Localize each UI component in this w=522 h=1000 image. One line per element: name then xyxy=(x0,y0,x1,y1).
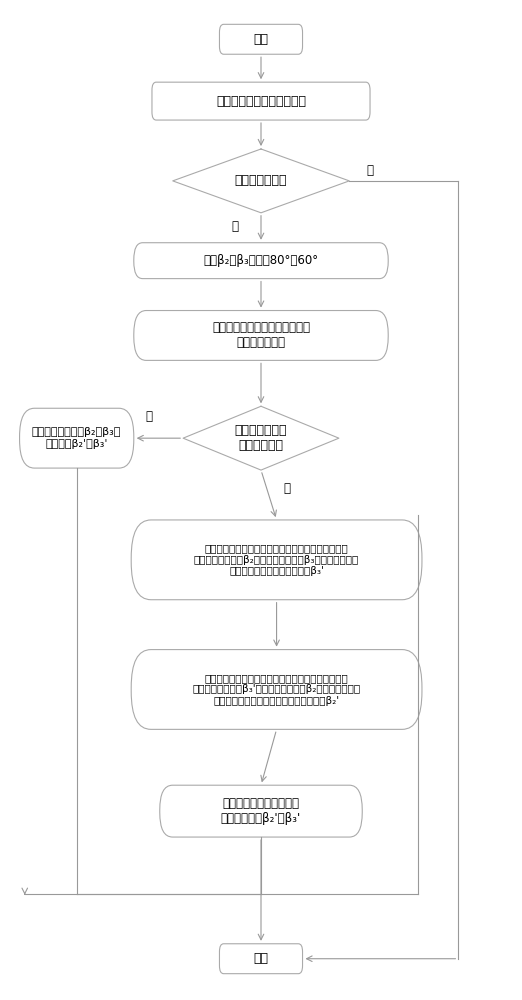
Polygon shape xyxy=(173,149,349,213)
FancyBboxPatch shape xyxy=(134,243,388,279)
FancyBboxPatch shape xyxy=(134,311,388,360)
Text: 增加充磁角并得到整个电机的转
矩脉动统计结果: 增加充磁角并得到整个电机的转 矩脉动统计结果 xyxy=(212,321,310,349)
Polygon shape xyxy=(183,406,339,470)
Text: 以转矩脉动最低值处的充磁角为基准，按照转矩脉动
变化的趋势，保持β₃'不变，增加或减少β₂，找到此时整个
电机转矩脉动最小时的充磁角时的充磁角β₂': 以转矩脉动最低值处的充磁角为基准，按照转矩脉动 变化的趋势，保持β₃'不变，增加… xyxy=(193,673,361,706)
Text: 内外电机转矩谐波幅值获取: 内外电机转矩谐波幅值获取 xyxy=(216,95,306,108)
Text: 是: 是 xyxy=(232,220,239,233)
Text: 找到最优充磁角度β₂与β₃并
分别记为β₂'，β₃': 找到最优充磁角度β₂与β₃并 分别记为β₂'，β₃' xyxy=(32,427,121,449)
Text: 符合幅值条件？: 符合幅值条件？ xyxy=(235,174,287,187)
Text: 以转矩脉动最低值处的充磁角为基准，按照转矩脉动
变化的趋势，保持β₂不变，增加或减少β₃，找到此时整个
电机转矩脉动最小时的充磁角β₃': 以转矩脉动最低值处的充磁角为基准，按照转矩脉动 变化的趋势，保持β₂不变，增加或… xyxy=(194,543,359,576)
FancyBboxPatch shape xyxy=(160,785,362,837)
FancyBboxPatch shape xyxy=(219,944,303,974)
Text: 开始: 开始 xyxy=(254,33,268,46)
FancyBboxPatch shape xyxy=(131,650,422,729)
Text: 否: 否 xyxy=(283,482,290,495)
Text: 否: 否 xyxy=(366,164,374,177)
FancyBboxPatch shape xyxy=(19,408,134,468)
Text: 是: 是 xyxy=(146,410,153,423)
FancyBboxPatch shape xyxy=(152,82,370,120)
Text: 转矩脉动是否出
现极小值点？: 转矩脉动是否出 现极小值点？ xyxy=(235,424,287,452)
Text: 结束: 结束 xyxy=(254,952,268,965)
Text: 找到电机转矩脉动最低时
最优的充磁角β₂'，β₃': 找到电机转矩脉动最低时 最优的充磁角β₂'，β₃' xyxy=(221,797,301,825)
FancyBboxPatch shape xyxy=(131,520,422,600)
FancyBboxPatch shape xyxy=(219,24,303,54)
Text: 初选β₂与β₃分别为80°和60°: 初选β₂与β₃分别为80°和60° xyxy=(204,254,318,267)
